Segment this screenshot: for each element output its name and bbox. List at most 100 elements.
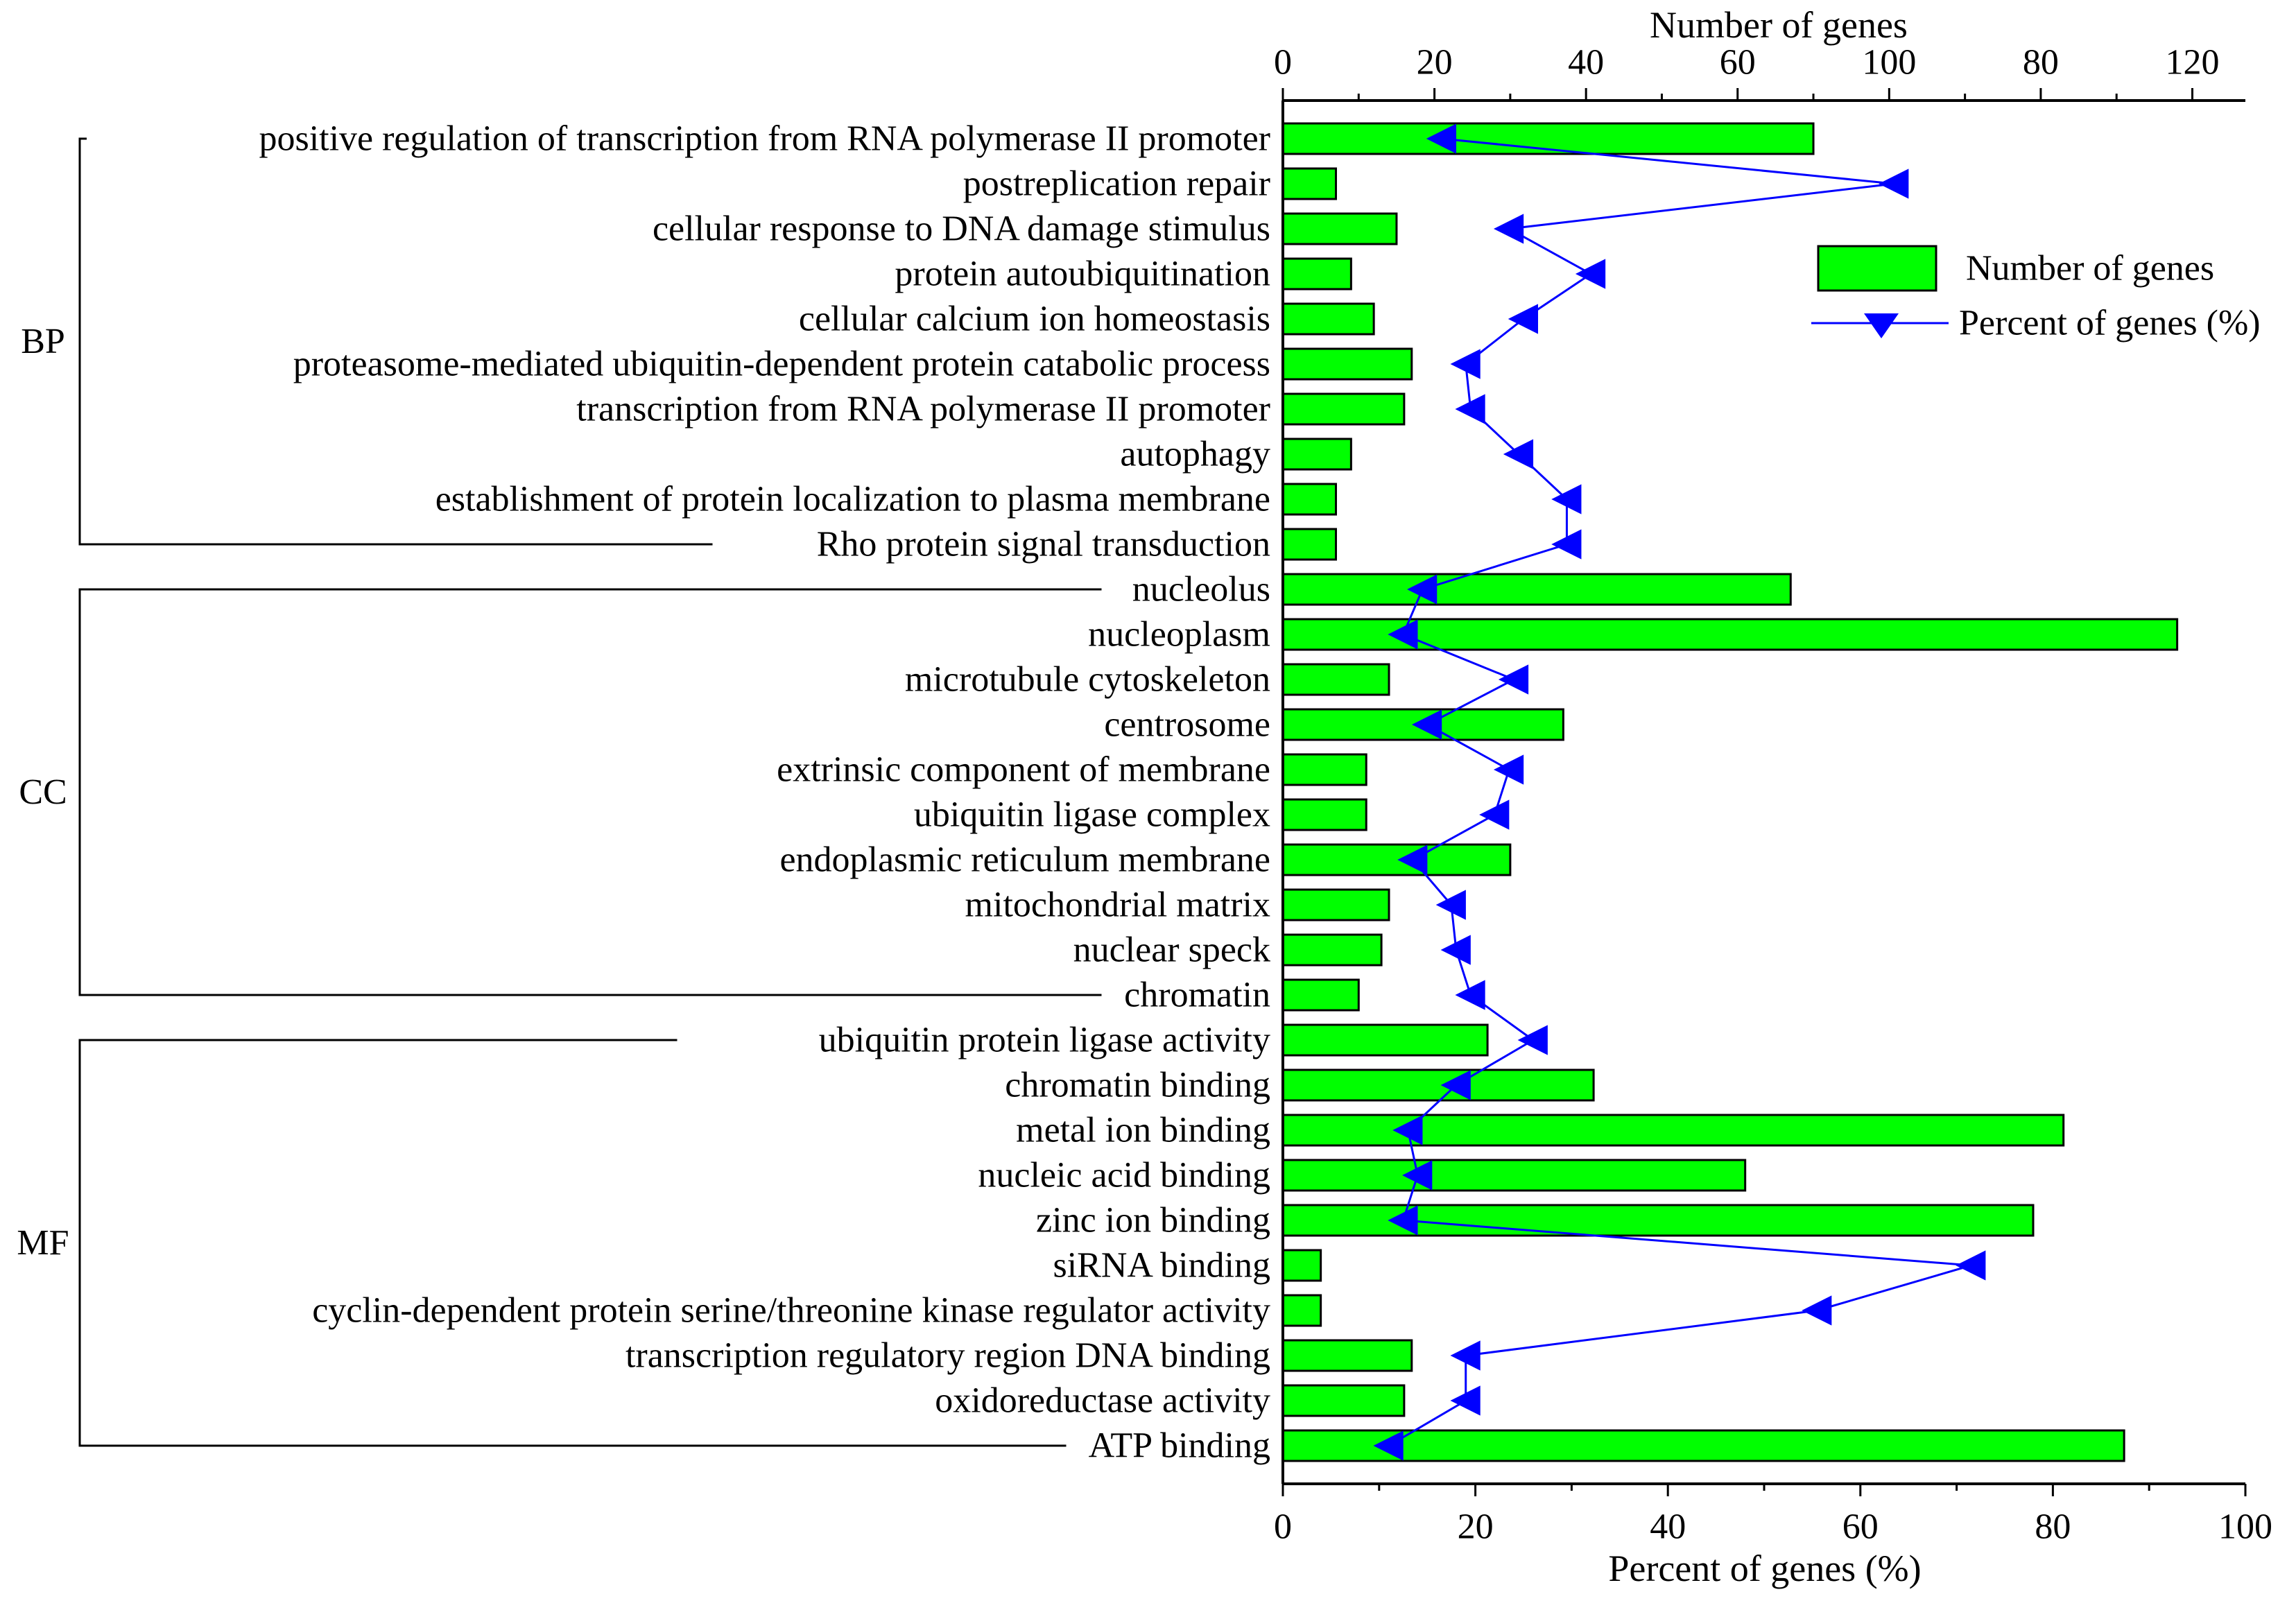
bottom-tick-label-3: 60 xyxy=(1842,1507,1879,1547)
category-label-7: autophagy xyxy=(1120,435,1270,474)
bar-4 xyxy=(1281,302,1375,336)
category-label-9: Rho protein signal transduction xyxy=(817,525,1270,564)
bar-12 xyxy=(1281,663,1390,696)
bar-18 xyxy=(1281,933,1383,967)
percent-marker-18 xyxy=(1440,935,1471,965)
bar-10 xyxy=(1281,573,1792,606)
bottom-tick-label-1: 20 xyxy=(1458,1507,1494,1547)
percent-marker-29 xyxy=(1373,1430,1404,1461)
category-labels: positive regulation of transcription fro… xyxy=(259,119,1270,1466)
category-label-19: chromatin xyxy=(1124,976,1270,1015)
category-label-26: cyclin-dependent protein serine/threonin… xyxy=(312,1291,1270,1331)
top-tick-label-3: 60 xyxy=(1720,43,1756,83)
top-axis-title: Number of genes xyxy=(1650,4,1908,46)
bottom-axis-title: Percent of genes (%) xyxy=(1608,1548,1921,1589)
legend-bar-label: Number of genes xyxy=(1966,249,2214,288)
category-label-3: protein autoubiquitination xyxy=(895,254,1270,294)
percent-marker-13 xyxy=(1411,709,1442,740)
category-label-17: mitochondrial matrix xyxy=(965,885,1270,925)
percent-marker-4 xyxy=(1508,304,1538,334)
group-bracket-bp xyxy=(78,137,713,546)
percent-marker-21 xyxy=(1440,1070,1471,1100)
percent-marker-0 xyxy=(1426,123,1457,154)
bar-13 xyxy=(1281,708,1564,741)
category-label-11: nucleoplasm xyxy=(1088,615,1270,655)
percent-marker-25 xyxy=(1956,1250,1986,1281)
top-tick-label-6: 120 xyxy=(2165,43,2219,83)
bar-11 xyxy=(1281,618,2179,651)
category-label-21: chromatin binding xyxy=(1005,1066,1270,1105)
bar-21 xyxy=(1281,1068,1595,1102)
line-layer xyxy=(1373,123,1986,1461)
bar-8 xyxy=(1281,483,1338,516)
percent-marker-14 xyxy=(1493,754,1524,785)
category-label-15: ubiquitin ligase complex xyxy=(914,795,1270,835)
percent-marker-3 xyxy=(1575,259,1606,289)
top-tick-label-1: 20 xyxy=(1417,43,1453,83)
percent-marker-5 xyxy=(1450,349,1481,379)
category-label-10: nucleolus xyxy=(1132,570,1270,609)
bar-16 xyxy=(1281,843,1512,876)
category-label-14: extrinsic component of membrane xyxy=(777,750,1270,790)
percent-marker-9 xyxy=(1551,529,1582,560)
bar-26 xyxy=(1281,1294,1322,1327)
percent-marker-6 xyxy=(1455,394,1485,424)
percent-marker-1 xyxy=(1879,168,1909,199)
percent-marker-12 xyxy=(1498,664,1529,695)
category-label-23: nucleic acid binding xyxy=(978,1156,1270,1195)
bottom-tick-label-5: 100 xyxy=(2218,1507,2272,1547)
group-label-bp: BP xyxy=(21,322,65,361)
group-label-mf: MF xyxy=(17,1223,69,1263)
bar-15 xyxy=(1281,798,1367,831)
percent-marker-8 xyxy=(1551,484,1582,514)
category-label-8: establishment of protein localization to… xyxy=(435,480,1270,519)
percent-marker-23 xyxy=(1402,1160,1433,1191)
bar-19 xyxy=(1281,978,1360,1012)
bar-3 xyxy=(1281,257,1352,291)
category-label-22: metal ion binding xyxy=(1016,1111,1270,1150)
legend-line-label: Percent of genes (%) xyxy=(1959,304,2261,343)
percent-marker-16 xyxy=(1397,845,1428,875)
bar-1 xyxy=(1281,167,1338,200)
top-tick-label-4: 100 xyxy=(1862,43,1916,83)
category-label-29: ATP binding xyxy=(1089,1426,1270,1466)
category-label-4: cellular calcium ion homeostasis xyxy=(799,300,1270,339)
percent-marker-15 xyxy=(1479,799,1510,830)
bar-5 xyxy=(1281,347,1413,381)
category-label-18: nuclear speck xyxy=(1073,931,1270,970)
bar-23 xyxy=(1281,1159,1747,1192)
group-brackets: BP CC MF xyxy=(17,137,1102,1447)
axis-ticks: 0 20 40 60 100 80 120 Number of genes 0 20 40 60 80 1… xyxy=(1274,4,2272,1589)
category-label-5: proteasome-mediated ubiquitin-dependent … xyxy=(293,345,1270,384)
bar-20 xyxy=(1281,1023,1489,1057)
percent-marker-28 xyxy=(1450,1385,1481,1416)
bar-25 xyxy=(1281,1249,1322,1282)
category-label-20: ubiquitin protein ligase activity xyxy=(819,1021,1270,1060)
bar-14 xyxy=(1281,753,1367,786)
percent-marker-2 xyxy=(1493,214,1524,244)
bottom-tick-label-4: 80 xyxy=(2035,1507,2071,1547)
bar-9 xyxy=(1281,528,1338,561)
percent-marker-24 xyxy=(1388,1205,1418,1236)
group-bracket-cc xyxy=(78,588,1102,996)
category-label-16: endoplasmic reticulum membrane xyxy=(779,840,1270,880)
category-label-24: zinc ion binding xyxy=(1036,1201,1270,1240)
bar-6 xyxy=(1281,392,1406,426)
category-label-1: postreplication repair xyxy=(963,164,1270,204)
percent-marker-20 xyxy=(1517,1025,1548,1055)
group-bracket-mf xyxy=(78,1039,1067,1447)
group-label-cc: CC xyxy=(19,772,67,812)
top-tick-label-5: 80 xyxy=(2023,43,2059,83)
category-label-25: siRNA binding xyxy=(1053,1246,1271,1286)
bottom-tick-label-0: 0 xyxy=(1274,1507,1292,1547)
category-label-27: transcription regulatory region DNA bind… xyxy=(625,1336,1270,1376)
category-label-28: oxidoreductase activity xyxy=(935,1381,1270,1421)
category-label-0: positive regulation of transcription fro… xyxy=(259,119,1270,159)
legend: Number of genes Percent of genes (%) xyxy=(1811,245,2261,343)
percent-marker-19 xyxy=(1455,980,1485,1010)
percent-marker-27 xyxy=(1450,1340,1481,1371)
percent-marker-17 xyxy=(1435,890,1466,920)
percent-marker-10 xyxy=(1407,574,1438,605)
